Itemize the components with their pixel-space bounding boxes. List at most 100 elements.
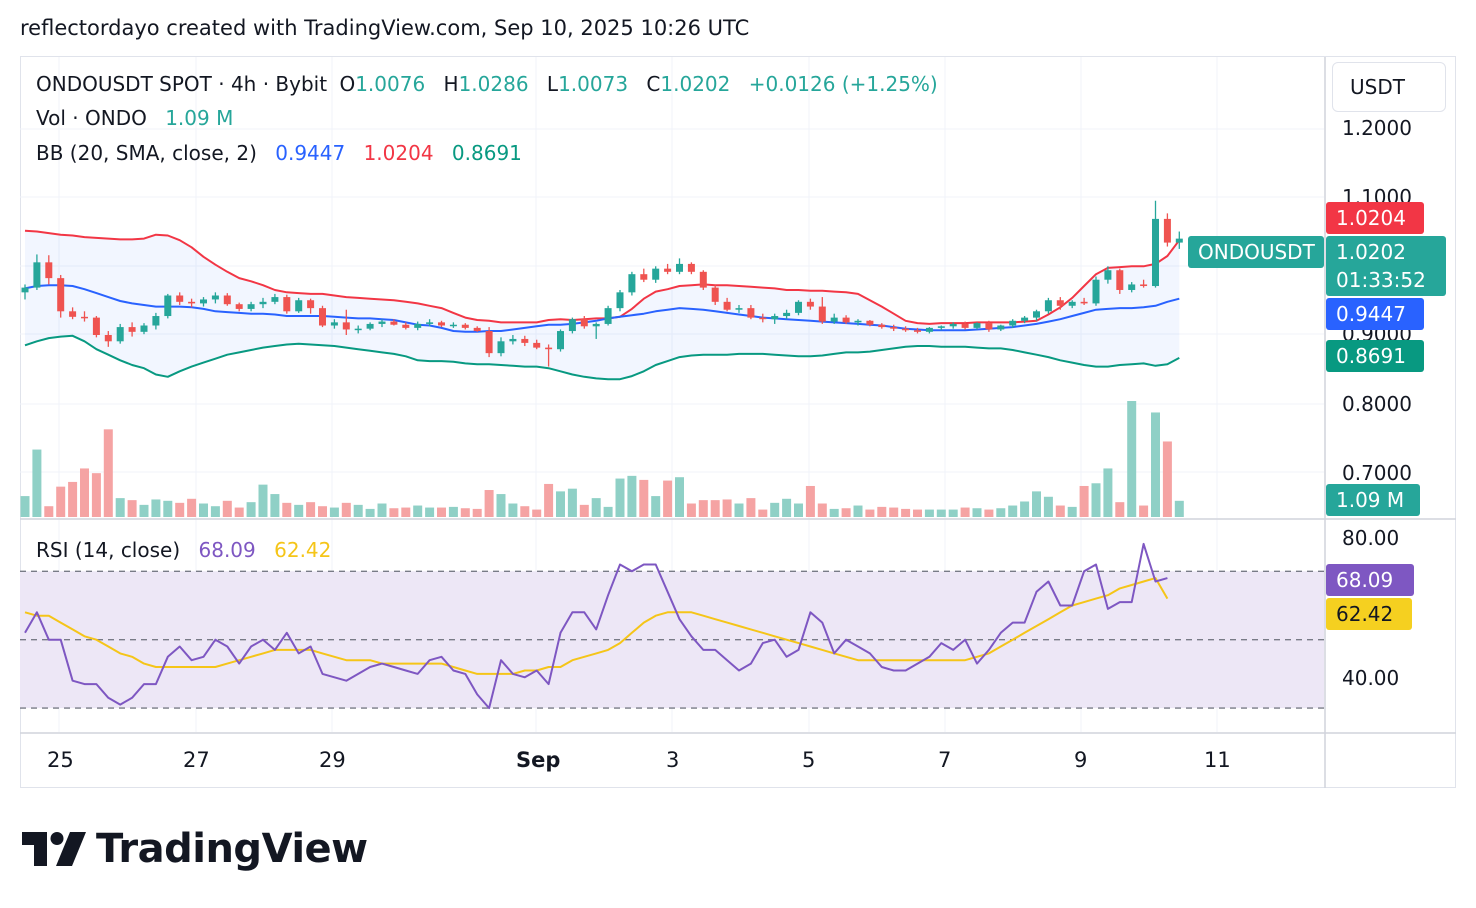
date-label: 29 — [319, 748, 346, 772]
volume-value: 1.09 M — [165, 106, 234, 130]
volume-bar — [579, 504, 589, 517]
candle-body — [211, 295, 219, 300]
volume-bar — [686, 503, 696, 517]
volume-bar — [472, 508, 482, 517]
volume-bar — [115, 498, 125, 517]
candle-body — [747, 308, 755, 318]
candle-body — [509, 338, 517, 342]
volume-bar — [865, 509, 875, 517]
candle-body — [1044, 300, 1052, 312]
volume-bar — [329, 507, 339, 517]
volume-bar — [306, 502, 316, 517]
date-label: 9 — [1074, 748, 1088, 772]
candle-body — [1128, 284, 1136, 290]
candle-body — [795, 301, 802, 313]
volume-bar — [1127, 401, 1137, 517]
candle-body — [557, 331, 564, 350]
date-label: 3 — [666, 748, 680, 772]
candle-body — [890, 327, 898, 329]
volume-bar — [103, 429, 113, 517]
volume-bar — [425, 507, 435, 517]
bb-lower-line — [24, 334, 1180, 381]
rsi-title[interactable]: RSI (14, close) — [36, 538, 181, 562]
volume-bar — [413, 505, 423, 517]
volume-bar — [294, 504, 304, 517]
candle-body — [1068, 301, 1076, 306]
candle-body — [1092, 279, 1100, 304]
candle-body — [1175, 238, 1183, 243]
bb-lower-tag: 0.8691 — [1326, 340, 1424, 372]
date-label: 5 — [802, 748, 816, 772]
tradingview-logo-text: TradingView — [96, 826, 368, 872]
volume-bar — [817, 503, 827, 517]
volume-bar — [91, 473, 101, 517]
volume-bar — [889, 507, 899, 517]
volume-bar — [901, 508, 911, 517]
volume-bar — [258, 484, 268, 517]
volume-bar — [544, 483, 554, 517]
volume-bar — [377, 503, 387, 517]
candle-body — [878, 324, 886, 328]
volume-bar — [770, 502, 780, 517]
candle-body — [925, 327, 933, 332]
date-label-month: Sep — [516, 748, 561, 772]
chart-frame[interactable] — [20, 56, 1456, 788]
bb-title[interactable]: BB (20, SMA, close, 2) — [36, 141, 257, 165]
bb-upper-value: 1.0204 — [363, 141, 434, 165]
volume-bar — [794, 503, 803, 517]
candle-body — [652, 268, 660, 280]
candle-body — [176, 295, 184, 302]
volume-bar — [389, 508, 399, 517]
candle-body — [354, 328, 362, 331]
volume-bar — [1103, 468, 1113, 517]
candle-body — [45, 262, 53, 279]
volume-bar — [936, 509, 946, 517]
candle-body — [640, 274, 648, 280]
candle-body — [330, 322, 338, 326]
rsi-ma-line — [24, 577, 1169, 675]
ohlc-high: H1.0286 — [443, 72, 529, 96]
volume-bar — [139, 504, 149, 517]
bar-countdown: 01:33:52 — [1336, 268, 1426, 292]
candle-body — [735, 308, 743, 310]
candle-body — [854, 320, 862, 323]
volume-legend: Vol · ONDO 1.09 M — [36, 106, 239, 130]
candle-body — [164, 295, 172, 317]
volume-bar — [282, 502, 292, 517]
volume-bar — [401, 507, 411, 517]
bb-upper-tag: 1.0204 — [1326, 202, 1424, 234]
candle-body — [57, 278, 65, 312]
symbol-title[interactable]: ONDOUSDT SPOT · 4h · Bybit — [36, 72, 328, 96]
volume-bar — [1079, 485, 1089, 517]
currency-button[interactable]: USDT — [1332, 62, 1446, 112]
rsi-legend: RSI (14, close) 68.09 62.42 — [36, 538, 337, 562]
volume-bar — [913, 509, 922, 517]
volume-bar — [1151, 412, 1160, 517]
candle-body — [152, 316, 160, 326]
volume-bar — [1020, 501, 1030, 517]
candle-body — [723, 301, 731, 310]
candle-body — [1021, 317, 1029, 321]
tradingview-logo[interactable]: TradingView — [22, 826, 368, 872]
volume-bar — [639, 479, 649, 517]
candle-body — [235, 304, 243, 309]
volume-bar — [996, 508, 1006, 517]
candle-body — [604, 308, 612, 324]
candle-body — [247, 304, 255, 309]
bb-lower-value: 0.8691 — [451, 141, 522, 165]
candle-body — [1152, 218, 1159, 287]
volume-bar — [56, 486, 66, 517]
candle-body — [485, 331, 493, 354]
volume-bar — [341, 502, 351, 517]
volume-bar — [437, 507, 446, 517]
candle-body — [914, 330, 921, 332]
volume-bar — [44, 506, 54, 517]
volume-bar — [1139, 505, 1149, 517]
volume-bar — [1008, 505, 1018, 517]
volume-bar — [734, 503, 744, 517]
volume-title[interactable]: Vol · ONDO — [36, 106, 147, 130]
rsi-tag: 68.09 — [1326, 564, 1414, 596]
volume-bar — [1032, 491, 1041, 517]
candle-body — [1009, 320, 1017, 326]
